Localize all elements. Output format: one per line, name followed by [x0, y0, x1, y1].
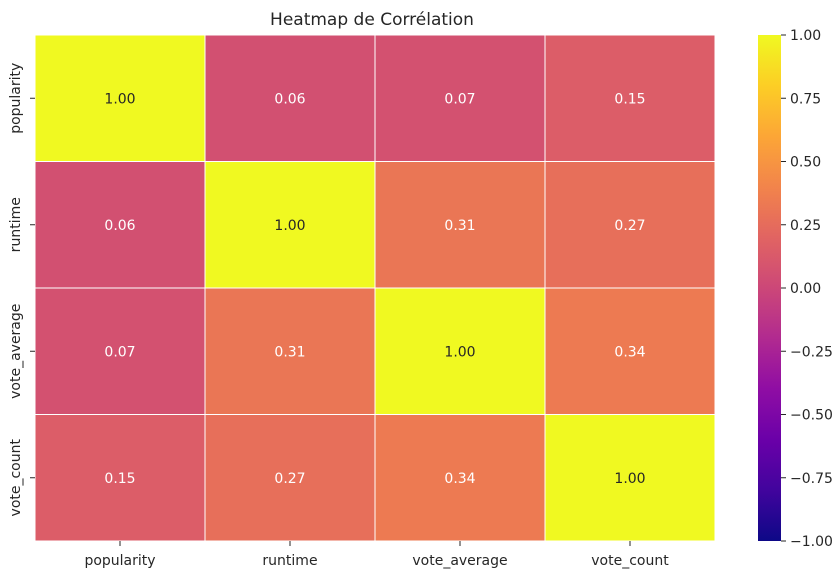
heatmap-cell — [544, 287, 716, 415]
colorbar-tick-label: 1.00 — [790, 28, 821, 44]
heatmap-cell — [34, 414, 206, 542]
chart-title: Heatmap de Corrélation — [270, 10, 474, 30]
heatmap-cell — [374, 414, 546, 542]
heatmap-cell — [34, 34, 206, 162]
cell-value-label: 0.06 — [274, 91, 305, 107]
heatmap-cell — [544, 414, 716, 542]
colorbar-tick-label: −0.50 — [790, 408, 833, 424]
x-tick-label: vote_count — [591, 553, 669, 569]
heatmap-cell — [204, 287, 376, 415]
cell-value-label: 0.34 — [614, 344, 645, 360]
cell-value-label: 0.34 — [444, 471, 475, 487]
colorbar-tick-label: 0.75 — [790, 91, 821, 107]
cell-value-label: 0.27 — [274, 471, 305, 487]
x-tick-label: popularity — [84, 553, 155, 569]
colorbar — [758, 35, 781, 541]
heatmap-cell — [204, 414, 376, 542]
colorbar-tick-label: −0.25 — [790, 344, 833, 360]
x-axis-ticks: popularity runtime vote_average vote_count — [84, 541, 669, 569]
heatmap-cell — [204, 34, 376, 162]
x-tick-label: runtime — [262, 553, 317, 569]
cell-value-label: 0.06 — [104, 218, 135, 234]
y-tick-label: popularity — [8, 63, 24, 134]
cell-value-label: 1.00 — [104, 91, 135, 107]
heatmap-cell — [204, 161, 376, 289]
cell-value-label: 0.07 — [444, 91, 475, 107]
heatmap-cell — [374, 34, 546, 162]
colorbar-tick-label: 0.00 — [790, 281, 821, 297]
y-axis-ticks: popularity runtime vote_average vote_count — [8, 63, 35, 517]
cell-value-label: 1.00 — [614, 471, 645, 487]
colorbar-tick-label: −0.75 — [790, 471, 833, 487]
x-tick-label: vote_average — [412, 553, 507, 569]
y-tick-label: vote_count — [8, 439, 24, 517]
heatmap-cell — [374, 161, 546, 289]
heatmap-cell — [544, 34, 716, 162]
cell-value-label: 0.31 — [444, 218, 475, 234]
cell-value-label: 1.00 — [274, 218, 305, 234]
cell-value-label: 0.27 — [614, 218, 645, 234]
y-tick-label: runtime — [8, 197, 24, 252]
colorbar-tick-label: 0.25 — [790, 218, 821, 234]
heatmap-cell — [34, 161, 206, 289]
cell-value-label: 0.31 — [274, 344, 305, 360]
colorbar-tick-label: −1.00 — [790, 534, 833, 550]
y-tick-label: vote_average — [8, 304, 24, 399]
cell-value-label: 0.15 — [614, 91, 645, 107]
colorbar-tick-label: 0.50 — [790, 155, 821, 171]
colorbar-ticks: 1.00 0.75 0.50 0.25 0.00 −0.25 −0.50 −0.75 −1.00 — [781, 28, 833, 550]
cell-value-label: 1.00 — [444, 344, 475, 360]
heatmap-cells: 1.00 0.06 0.07 0.15 0.06 1.00 0.31 0.27 0.07 0.31… — [34, 34, 716, 542]
heatmap-cell — [544, 161, 716, 289]
cell-value-label: 0.07 — [104, 344, 135, 360]
cell-value-label: 0.15 — [104, 471, 135, 487]
